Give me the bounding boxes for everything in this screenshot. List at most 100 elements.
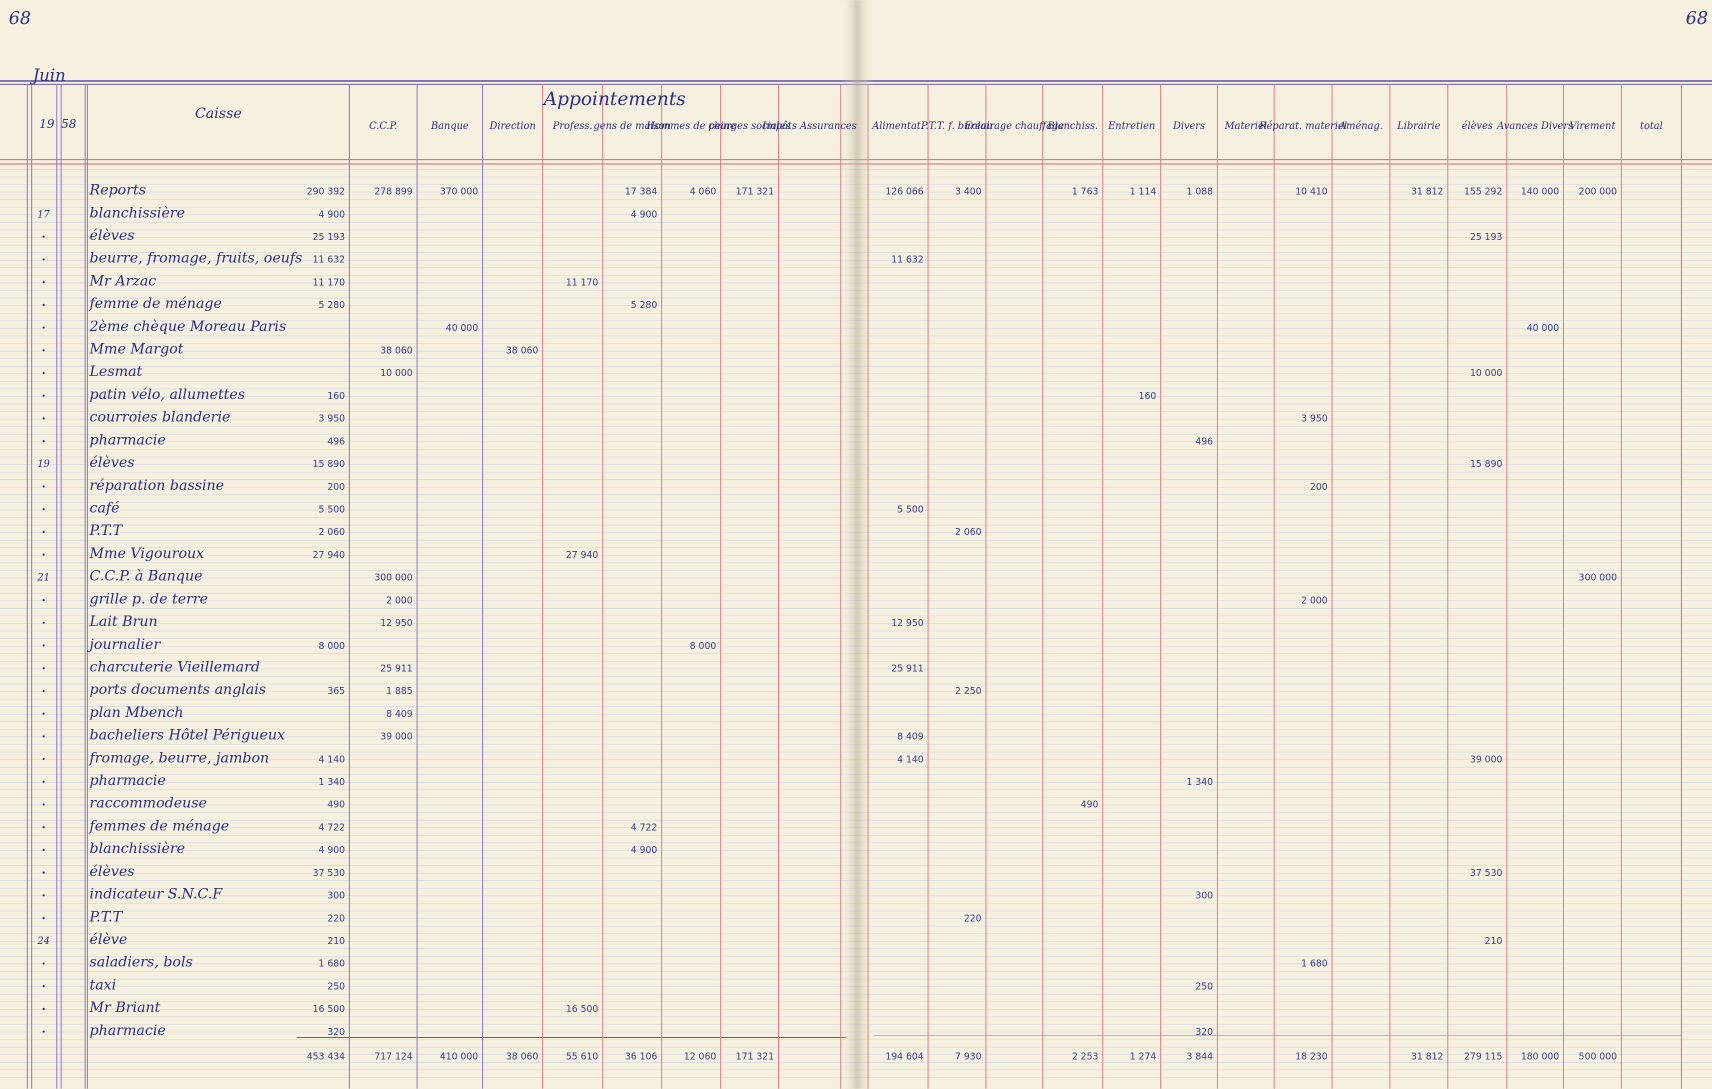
column-header: Alimentat. <box>871 121 924 132</box>
amount: 38 060 <box>380 346 413 357</box>
amount: 1 088 <box>1186 187 1213 198</box>
column-header: charges sociales <box>709 121 791 132</box>
total-amount: 36 106 <box>625 1051 658 1062</box>
amount: 37 530 <box>313 868 346 879</box>
entry-label: taxi <box>90 977 117 993</box>
ditto-mark <box>42 803 45 806</box>
amount: 160 <box>1139 391 1157 402</box>
entry-label: C.C.P. à Banque <box>90 569 203 585</box>
amount: 490 <box>327 800 345 811</box>
entry-label: plan Mbench <box>90 705 184 721</box>
entry-label: indicateur S.N.C.F <box>90 887 224 903</box>
amount: 11 632 <box>891 255 923 266</box>
column-header: Hommes de peine <box>645 121 736 132</box>
ditto-mark <box>42 508 45 511</box>
entry-label: beurre, fromage, fruits, oeufs <box>90 251 303 267</box>
ditto-mark <box>42 530 45 534</box>
ditto-mark <box>42 689 45 693</box>
amount: 15 890 <box>1470 459 1503 470</box>
amount: 31 812 <box>1411 187 1443 198</box>
amount: 17 384 <box>625 187 658 198</box>
entry-label: Mr Arzac <box>89 273 157 289</box>
amount: 11 632 <box>313 255 345 266</box>
day: 24 <box>36 936 50 947</box>
total-amount: 31 812 <box>1411 1051 1443 1062</box>
amount: 1 680 <box>1301 959 1328 970</box>
entry-label: courroies blanderie <box>90 410 231 426</box>
amount: 1 885 <box>386 686 413 697</box>
ditto-mark <box>42 440 45 443</box>
column-header: total <box>1640 121 1663 132</box>
column-header: Materiel <box>1224 121 1267 132</box>
entry-label: Mr Briant <box>89 1000 161 1016</box>
entry-label: ports documents anglais <box>90 682 267 698</box>
column-header: Aménag. <box>1338 121 1383 132</box>
column-header: Direction <box>488 121 535 132</box>
amount: 25 911 <box>380 663 413 674</box>
amount: 155 292 <box>1464 187 1502 198</box>
amount: 250 <box>1195 981 1213 992</box>
entry-label: pharmacie <box>90 1023 166 1039</box>
ditto-mark <box>42 962 45 965</box>
amount: 160 <box>327 391 345 402</box>
amount: 25 193 <box>313 232 346 243</box>
amount: 8 000 <box>690 641 717 652</box>
entry-label: réparation bassine <box>90 478 225 494</box>
amount: 1 114 <box>1130 187 1157 198</box>
column-header: Eclairage chauffage <box>964 121 1065 132</box>
column-header: C.C.P. <box>369 121 397 132</box>
ditto-mark <box>42 894 45 897</box>
amount: 140 000 <box>1521 187 1559 198</box>
amount: 250 <box>327 981 345 992</box>
amount: 300 000 <box>374 573 412 584</box>
amount: 2 250 <box>955 686 982 697</box>
page-number: 68 <box>1686 9 1708 29</box>
amount: 10 410 <box>1295 187 1328 198</box>
column-header: Caisse <box>195 106 242 122</box>
column-header: élèves <box>1462 121 1493 132</box>
entry-label: élèves <box>90 228 135 244</box>
amount: 12 950 <box>891 618 924 629</box>
day: 19 <box>37 459 50 470</box>
ditto-mark <box>42 757 45 761</box>
amount: 496 <box>327 436 345 447</box>
page-number: 68 <box>9 9 31 29</box>
amount: 8 409 <box>386 709 413 720</box>
ditto-mark <box>42 553 45 556</box>
amount: 200 <box>1310 482 1328 493</box>
total-amount: 410 000 <box>440 1051 478 1062</box>
ditto-mark <box>42 485 45 488</box>
entry-label: fromage, beurre, jambon <box>89 750 270 766</box>
amount: 16 500 <box>566 1004 599 1015</box>
ditto-mark <box>42 735 45 738</box>
entry-label: blanchissière <box>90 841 186 857</box>
amount: 2 000 <box>1301 595 1328 606</box>
amount: 300 <box>1195 891 1213 902</box>
ditto-mark <box>42 394 45 397</box>
entry-label: élèves <box>90 864 135 880</box>
amount: 5 500 <box>318 505 345 516</box>
column-header: Blanchiss. <box>1046 121 1098 132</box>
ditto-mark <box>42 235 45 238</box>
amount: 4 722 <box>631 822 658 833</box>
ditto-mark <box>42 871 45 874</box>
entry-label: café <box>90 501 120 517</box>
ditto-mark <box>42 644 45 647</box>
amount: 200 000 <box>1579 187 1617 198</box>
amount: 8 409 <box>897 732 924 743</box>
amount: 4 900 <box>318 209 345 220</box>
amount: 200 <box>327 482 345 493</box>
amount: 10 000 <box>380 368 413 379</box>
entry-label: 2ème chèque Moreau Paris <box>89 319 287 335</box>
column-header: Avances Divers <box>1496 121 1573 132</box>
gutter <box>840 0 874 1089</box>
entry-label: charcuterie Vieillemard <box>90 659 260 675</box>
amount: 171 321 <box>736 187 774 198</box>
amount: 278 899 <box>374 187 412 198</box>
amount: 365 <box>327 686 345 697</box>
entry-label: pharmacie <box>90 773 166 789</box>
amount: 1 340 <box>318 777 345 788</box>
amount: 4 140 <box>318 754 345 765</box>
amount: 290 392 <box>307 187 345 198</box>
ditto-mark <box>42 417 45 420</box>
